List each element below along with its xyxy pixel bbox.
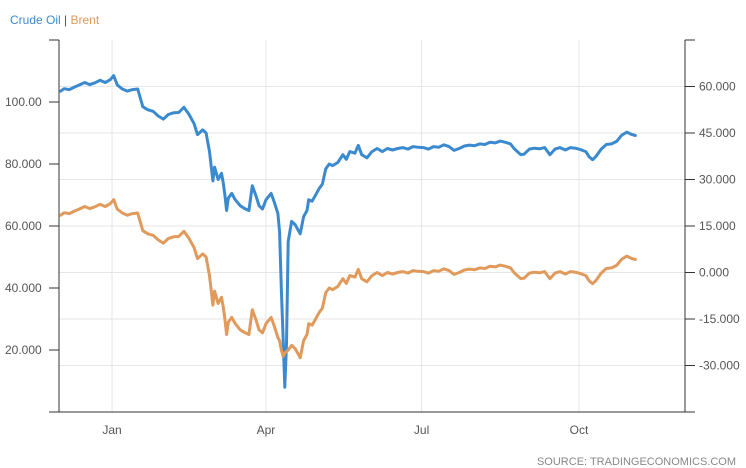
legend-separator: |	[64, 13, 68, 27]
right-tick-label: 0.000	[699, 266, 729, 280]
right-tick-label: -30.000	[699, 359, 740, 373]
right-tick-label: 15.000	[699, 219, 736, 233]
x-tick-label: Jan	[102, 423, 121, 437]
right-tick-label: 45.000	[699, 126, 736, 140]
x-tick-label: Jul	[414, 423, 429, 437]
left-tick-label: 40.000	[5, 281, 42, 295]
right-tick-label: 60.000	[699, 80, 736, 94]
right-tick-label: 30.000	[699, 173, 736, 187]
legend-item-brent[interactable]: Brent	[70, 13, 100, 27]
left-tick-label: 80.000	[5, 157, 42, 171]
left-tick-label: 60.000	[5, 219, 42, 233]
source-note: SOURCE: TRADINGECONOMICS.COM	[536, 456, 736, 468]
right-tick-label: -15.000	[699, 312, 740, 326]
series-line-brent	[59, 198, 637, 360]
left-tick-label: 100.00	[5, 95, 42, 109]
legend-item-crude-oil[interactable]: Crude Oil	[10, 13, 61, 27]
series-line-crude-oil	[59, 74, 637, 389]
left-tick-label: 20.000	[5, 343, 42, 357]
x-tick-label: Apr	[257, 423, 276, 437]
x-tick-label: Oct	[570, 423, 589, 437]
chart-legend: Crude Oil | Brent	[10, 13, 99, 27]
